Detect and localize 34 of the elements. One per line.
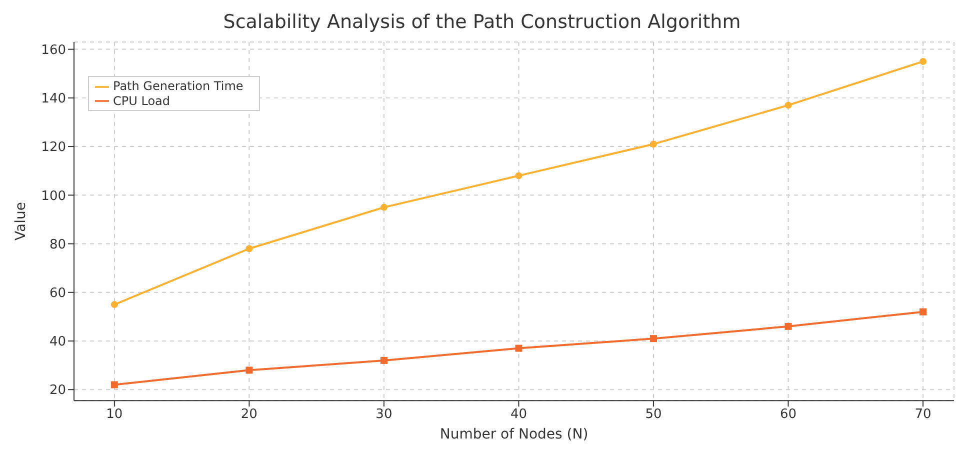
point xyxy=(246,245,253,252)
x-tick-label: 40 xyxy=(510,406,527,422)
point xyxy=(650,140,657,148)
x-tick-label: 60 xyxy=(780,406,797,422)
point xyxy=(784,102,792,109)
point xyxy=(515,172,522,180)
x-tick-label: 10 xyxy=(106,406,123,422)
point xyxy=(110,301,118,308)
y-tick-label: 140 xyxy=(41,92,66,107)
x-axis-title: Number of Nodes (N) xyxy=(440,426,588,443)
point xyxy=(920,308,927,316)
point xyxy=(515,344,522,352)
y-tick-label: 80 xyxy=(49,237,66,252)
y-tick-label: 40 xyxy=(49,334,66,350)
chart-title: Scalability Analysis of the Path Construction Algorithm xyxy=(222,10,742,35)
y-tick-label: 20 xyxy=(49,383,66,398)
legend-label: Path Generation Time xyxy=(113,79,244,93)
x-tick-label: 70 xyxy=(914,406,932,422)
x-tick-label: 50 xyxy=(645,406,662,422)
x-tick-label: 20 xyxy=(240,406,258,422)
x-tick-label: 30 xyxy=(376,406,392,422)
point xyxy=(650,335,657,342)
point xyxy=(110,381,118,388)
legend-label: CPU Load xyxy=(113,94,170,108)
y-tick-label: 160 xyxy=(41,42,66,58)
point xyxy=(380,204,388,211)
y-tick-label: 120 xyxy=(41,140,66,156)
y-axis-title: Value xyxy=(12,202,29,241)
y-tick-label: 100 xyxy=(41,188,66,204)
point xyxy=(380,356,388,364)
point xyxy=(784,322,792,330)
point xyxy=(920,58,927,65)
y-tick-label: 60 xyxy=(49,286,66,301)
point xyxy=(246,366,253,374)
